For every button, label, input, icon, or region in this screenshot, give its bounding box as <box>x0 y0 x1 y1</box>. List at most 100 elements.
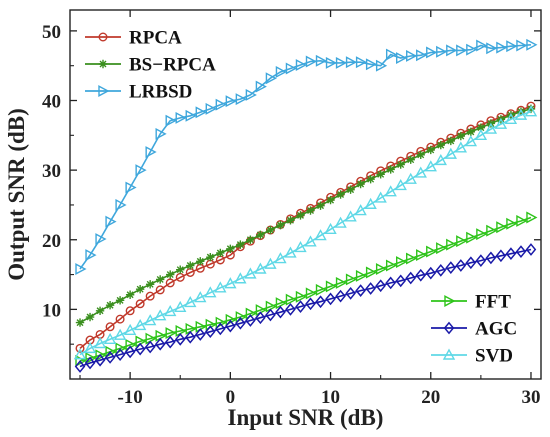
data-point-lrbsd <box>496 41 508 54</box>
data-point-bs-rpca <box>286 216 295 225</box>
data-point-lrbsd <box>95 233 107 246</box>
data-point-fft <box>506 217 518 230</box>
data-point-lrbsd <box>365 58 378 71</box>
data-point-lrbsd <box>115 198 127 211</box>
data-point-fft <box>526 211 538 224</box>
data-point-agc <box>505 247 517 261</box>
data-point-bs-rpca <box>276 220 285 230</box>
y-tick-label: 20 <box>42 231 61 252</box>
data-point-agc <box>435 264 447 277</box>
tick-labels: -10 0 10 20 30 10 20 30 40 50 <box>42 22 540 408</box>
data-point-rpca <box>105 322 115 332</box>
data-point-agc <box>94 353 106 367</box>
data-point-svd <box>424 160 437 172</box>
data-point-svd <box>464 135 478 147</box>
data-point-fft <box>486 224 498 237</box>
data-point-bs-rpca <box>406 155 415 164</box>
data-point-agc <box>124 345 136 359</box>
data-point-fft <box>155 329 167 342</box>
data-point-agc <box>375 279 386 293</box>
data-point-svd <box>224 277 237 289</box>
data-point-bs-rpca <box>125 290 135 299</box>
data-point-bs-rpca <box>476 123 486 132</box>
legend-bottom: FFT AGC SVD <box>431 292 517 367</box>
data-point-agc <box>385 276 396 290</box>
data-point-agc <box>455 259 467 272</box>
data-point-agc <box>485 251 497 265</box>
series-agc <box>74 243 537 373</box>
data-point-bs-rpca <box>456 131 466 141</box>
data-point-lrbsd <box>436 45 448 58</box>
data-point-bs-rpca <box>396 160 405 169</box>
series-line-bs-rpca <box>79 108 532 324</box>
legend-label: FFT <box>475 292 511 313</box>
data-point-lrbsd <box>255 80 267 93</box>
y-tick-label: 30 <box>42 161 61 182</box>
data-point-lrbsd <box>155 127 167 140</box>
data-point-svd <box>514 108 528 120</box>
data-point-bs-rpca <box>196 257 205 266</box>
data-point-svd <box>494 117 508 129</box>
data-point-fft <box>396 256 408 269</box>
data-point-fft <box>105 345 117 358</box>
data-point-lrbsd <box>456 44 468 57</box>
data-point-bs-rpca <box>246 235 255 244</box>
data-point-fft <box>476 228 488 241</box>
data-point-agc <box>365 282 376 295</box>
x-tick-label: -10 <box>117 387 142 408</box>
data-point-rpca <box>135 299 145 309</box>
legend-swatch-marker <box>442 348 456 360</box>
data-point-lrbsd <box>295 59 307 71</box>
data-point-bs-rpca <box>115 296 125 305</box>
data-point-bs-rpca <box>206 252 215 262</box>
data-point-lrbsd <box>75 263 87 275</box>
data-point-bs-rpca <box>155 275 165 284</box>
data-point-bs-rpca <box>466 127 476 137</box>
data-point-svd <box>174 300 187 312</box>
data-point-agc <box>265 308 276 322</box>
x-tick-label: 30 <box>521 387 540 408</box>
data-point-rpca <box>155 285 165 295</box>
legend-label: AGC <box>475 319 517 340</box>
x-tick-label: 20 <box>421 387 440 408</box>
data-point-lrbsd <box>135 164 147 177</box>
data-point-lrbsd <box>195 106 207 119</box>
data-point-bs-rpca <box>296 211 305 220</box>
data-point-fft <box>175 324 187 337</box>
legend-entry-fft: FFT <box>431 292 511 313</box>
data-point-fft <box>165 327 177 340</box>
data-point-fft <box>466 231 478 244</box>
data-point-bs-rpca <box>326 195 335 205</box>
data-point-lrbsd <box>265 72 277 85</box>
data-point-lrbsd <box>375 59 388 72</box>
data-point-bs-rpca <box>105 301 115 310</box>
data-point-svd <box>434 153 447 166</box>
data-point-fft <box>325 280 338 293</box>
data-point-fft <box>145 332 157 345</box>
data-point-agc <box>154 337 166 351</box>
data-point-fft <box>275 297 287 310</box>
data-point-agc <box>445 261 457 274</box>
data-point-fft <box>426 245 438 258</box>
data-point-agc <box>475 254 487 268</box>
data-point-lrbsd <box>215 98 227 111</box>
data-point-bs-rpca <box>516 107 526 116</box>
data-point-agc <box>465 256 477 270</box>
data-point-lrbsd <box>526 38 538 51</box>
data-point-lrbsd <box>325 56 338 69</box>
data-point-lrbsd <box>145 146 157 158</box>
data-point-agc <box>245 314 256 327</box>
data-point-svd <box>294 240 307 253</box>
data-point-bs-rpca <box>376 170 385 179</box>
data-point-svd <box>184 295 197 308</box>
data-point-agc <box>74 360 86 373</box>
data-point-svd <box>234 272 247 284</box>
data-point-agc <box>225 319 236 333</box>
axes <box>69 9 542 380</box>
data-point-agc <box>325 292 336 306</box>
data-point-fft <box>436 242 448 255</box>
data-point-bs-rpca <box>316 201 325 210</box>
data-point-lrbsd <box>506 40 518 53</box>
data-point-svd <box>474 128 488 141</box>
data-point-svd <box>274 252 287 264</box>
